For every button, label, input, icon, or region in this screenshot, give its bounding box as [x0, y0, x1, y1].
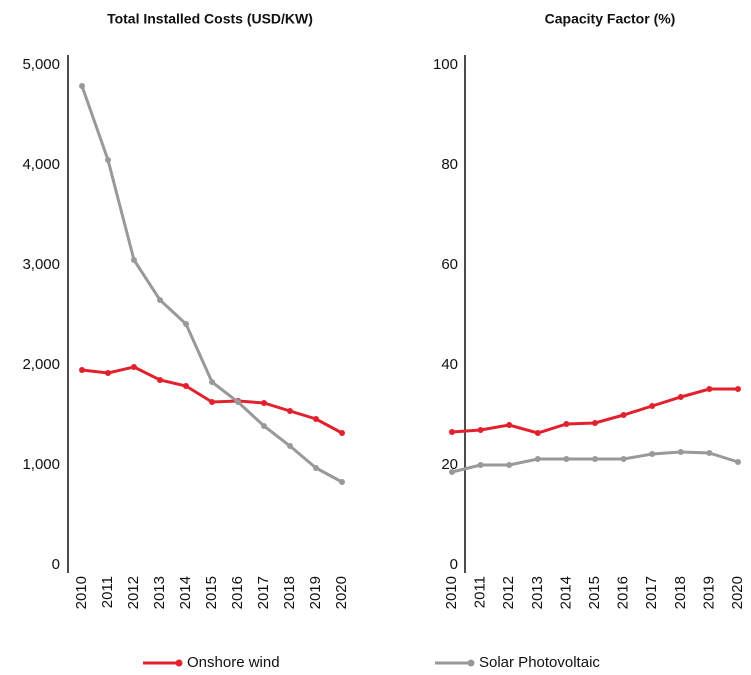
data-point — [313, 465, 319, 471]
x-tick-label: 2016 — [615, 576, 632, 609]
data-point — [506, 422, 513, 428]
x-tick-label: 2013 — [529, 576, 546, 609]
data-point — [157, 297, 163, 303]
y-tick-label: 5,000 — [22, 56, 60, 73]
data-point — [183, 383, 189, 389]
data-point — [79, 83, 85, 89]
data-point — [592, 420, 598, 426]
y-tick-label: 4,000 — [22, 156, 60, 173]
legend-swatch — [175, 659, 183, 667]
data-point — [677, 449, 684, 455]
data-point — [209, 379, 215, 385]
x-tick-label: 2011 — [472, 576, 489, 608]
x-tick-label: 2015 — [586, 576, 603, 609]
y-tick-label: 40 — [441, 356, 458, 373]
x-tick-label: 2017 — [643, 576, 660, 609]
data-point — [563, 421, 570, 427]
data-point — [339, 430, 345, 436]
x-tick-label: 2018 — [672, 576, 689, 609]
y-tick-label: 0 — [52, 556, 60, 573]
y-tick-label: 80 — [441, 156, 458, 173]
x-tick-label: 2020 — [333, 576, 350, 609]
y-tick-label: 0 — [450, 556, 458, 573]
data-point — [620, 412, 627, 418]
data-point — [735, 459, 741, 465]
data-point — [649, 403, 656, 409]
x-tick-label: 2012 — [125, 576, 142, 609]
data-point — [477, 427, 484, 433]
data-point — [287, 408, 293, 414]
y-tick-label: 60 — [441, 256, 458, 273]
x-tick-label: 2011 — [99, 576, 116, 608]
data-point — [477, 462, 484, 468]
data-point — [735, 386, 741, 392]
x-tick-label: 2016 — [229, 576, 246, 609]
data-point — [563, 456, 570, 462]
data-point — [183, 321, 189, 327]
x-tick-label: 2019 — [307, 576, 324, 609]
legend-label: Onshore wind — [187, 654, 280, 671]
data-point — [620, 456, 627, 462]
data-point — [261, 423, 267, 429]
x-tick-label: 2019 — [700, 576, 717, 609]
data-point — [105, 370, 111, 376]
x-tick-label: 2014 — [177, 576, 194, 609]
data-point — [534, 456, 541, 462]
y-tick-label: 100 — [433, 56, 458, 73]
chart-title: Capacity Factor (%) — [545, 11, 676, 27]
data-point — [649, 451, 656, 457]
x-tick-label: 2018 — [281, 576, 298, 609]
data-point — [706, 450, 713, 456]
data-point — [287, 443, 293, 449]
data-point — [506, 462, 513, 468]
data-point — [261, 400, 267, 406]
series-line — [451, 387, 738, 435]
chart-title: Total Installed Costs (USD/KW) — [107, 11, 313, 27]
y-tick-label: 1,000 — [22, 456, 60, 473]
legend-swatch — [467, 659, 475, 667]
x-tick-label: 2013 — [151, 576, 168, 609]
data-point — [592, 456, 598, 462]
data-point — [235, 399, 241, 405]
data-point — [209, 399, 215, 405]
data-point — [131, 257, 137, 263]
x-tick-label: 2017 — [255, 576, 272, 609]
x-tick-label: 2012 — [500, 576, 517, 609]
data-point — [449, 429, 455, 435]
data-point — [79, 367, 85, 373]
series-line — [80, 85, 343, 484]
x-tick-label: 2015 — [203, 576, 220, 609]
data-point — [706, 386, 713, 392]
data-point — [677, 394, 684, 400]
data-point — [313, 416, 319, 422]
data-point — [157, 377, 163, 383]
data-point — [339, 479, 345, 485]
data-point — [534, 430, 541, 436]
x-tick-label: 2010 — [443, 576, 460, 609]
data-point — [105, 157, 111, 163]
data-point — [131, 364, 137, 370]
y-tick-label: 3,000 — [22, 256, 60, 273]
data-point — [449, 469, 455, 475]
x-tick-label: 2010 — [73, 576, 90, 609]
x-tick-label: 2014 — [557, 576, 574, 609]
legend-label: Solar Photovoltaic — [479, 654, 600, 671]
y-tick-label: 2,000 — [22, 356, 60, 373]
y-tick-label: 20 — [441, 456, 458, 473]
x-tick-label: 2020 — [729, 576, 746, 609]
